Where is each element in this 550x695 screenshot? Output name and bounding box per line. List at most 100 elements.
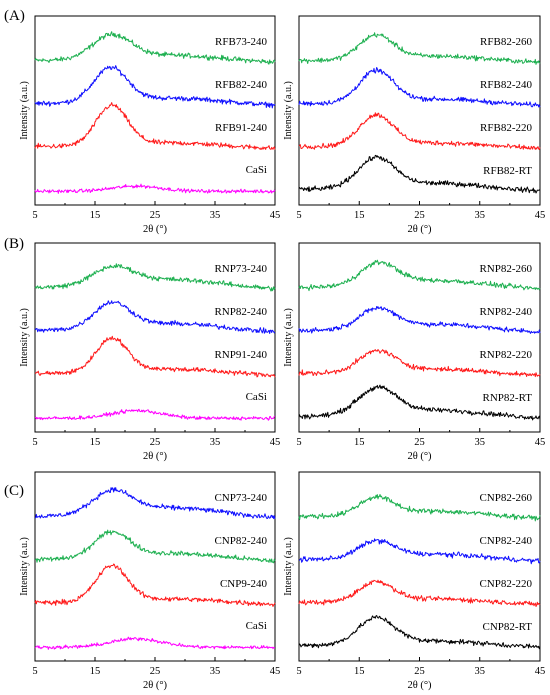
x-axis-title: 2θ (°): [143, 680, 168, 691]
xrd-trace: [34, 263, 276, 292]
series-label: RNP82-240: [214, 306, 267, 318]
xrd-trace: [298, 67, 541, 108]
x-tick-label: 15: [354, 666, 365, 677]
series-label: RNP82-RT: [483, 392, 533, 404]
xrd-trace: [298, 306, 541, 334]
x-tick-label: 35: [210, 437, 221, 448]
x-tick-label: 5: [32, 437, 37, 448]
x-tick-label: 15: [90, 210, 101, 221]
series-label: RFB73-240: [215, 36, 267, 48]
x-tick-label: 5: [32, 666, 37, 677]
xrd-trace: [34, 529, 276, 564]
x-axis-title: 2θ (°): [143, 451, 168, 462]
x-tick-label: 5: [296, 666, 301, 677]
panel-row-label: (A): [4, 8, 25, 24]
series-label: RFB82-240: [480, 79, 532, 91]
x-tick-label: 45: [535, 437, 546, 448]
x-axis-title: 2θ (°): [407, 224, 432, 235]
x-tick-label: 25: [414, 210, 425, 221]
panel-row-label: (B): [4, 236, 24, 252]
x-tick-label: 5: [32, 210, 37, 221]
x-tick-label: 25: [150, 666, 161, 677]
x-tick-label: 45: [535, 210, 546, 221]
series-label: CNP82-220: [479, 578, 532, 590]
series-label: CNP82-260: [479, 492, 532, 504]
x-tick-label: 45: [270, 210, 281, 221]
xrd-trace: [34, 335, 276, 378]
series-label: RFB82-240: [215, 79, 267, 91]
xrd-trace: [34, 300, 276, 334]
x-tick-label: 15: [354, 437, 365, 448]
xrd-trace: [298, 32, 541, 65]
x-tick-label: 35: [475, 666, 486, 677]
x-tick-label: 45: [270, 666, 281, 677]
xrd-trace: [298, 615, 541, 650]
series-label: CNP82-240: [214, 535, 267, 547]
series-label: CNP9-240: [220, 578, 268, 590]
xrd-trace: [298, 349, 541, 378]
series-label: RNP91-240: [214, 349, 267, 361]
x-tick-label: 25: [414, 437, 425, 448]
x-tick-label: 5: [296, 210, 301, 221]
x-tick-label: 35: [210, 666, 221, 677]
series-label: RNP82-220: [479, 349, 532, 361]
xrd-panel-A-left: 5 15 25 35 45 2θ (°) Intensity (a.u.) RFB73-240…: [19, 15, 281, 235]
series-label: CaSi: [246, 391, 267, 403]
series-label: CaSi: [246, 164, 267, 176]
x-tick-label: 35: [210, 210, 221, 221]
panel-row-label: (C): [4, 483, 24, 499]
xrd-trace: [34, 636, 275, 650]
x-tick-label: 15: [90, 437, 101, 448]
series-label: CNP73-240: [214, 492, 267, 504]
x-axis-title: 2θ (°): [407, 680, 432, 691]
series-label: RFB82-220: [480, 122, 532, 134]
y-axis-title: Intensity (a.u.): [283, 81, 294, 140]
xrd-trace: [298, 154, 541, 194]
x-axis-title: 2θ (°): [143, 224, 168, 235]
x-tick-label: 25: [414, 666, 425, 677]
x-tick-label: 5: [296, 437, 301, 448]
series-label: RNP82-260: [479, 263, 532, 275]
x-tick-label: 25: [150, 437, 161, 448]
x-tick-label: 35: [475, 210, 486, 221]
xrd-panel-C-left: 5 15 25 35 45 2θ (°) Intensity (a.u.) CNP73-240…: [19, 471, 281, 691]
x-tick-label: 45: [270, 437, 281, 448]
x-tick-label: 15: [354, 210, 365, 221]
xrd-trace: [298, 259, 541, 292]
y-axis-title: Intensity (a.u.): [283, 537, 294, 596]
xrd-trace: [34, 31, 276, 65]
y-axis-title: Intensity (a.u.): [19, 81, 30, 140]
x-tick-label: 35: [475, 437, 486, 448]
x-tick-label: 45: [535, 666, 546, 677]
series-label: RNP73-240: [214, 263, 267, 275]
xrd-panel-B-right: 5 15 25 35 45 2θ (°) Intensity (a.u.) RNP82-260…: [283, 242, 546, 462]
xrd-panel-B-left: 5 15 25 35 45 2θ (°) Intensity (a.u.) RNP73-240…: [19, 242, 281, 462]
xrd-panel-C-right: 5 15 25 35 45 2θ (°) Intensity (a.u.) CNP82-260…: [283, 471, 546, 691]
x-tick-label: 25: [150, 210, 161, 221]
y-axis-title: Intensity (a.u.): [19, 308, 30, 367]
series-label: CNP82-240: [479, 535, 532, 547]
xrd-trace: [298, 384, 541, 421]
series-label: RFB82-RT: [483, 165, 532, 177]
y-axis-title: Intensity (a.u.): [19, 537, 30, 596]
series-label: CaSi: [246, 620, 267, 632]
xrd-trace: [34, 408, 276, 421]
xrd-trace: [298, 112, 541, 150]
xrd-trace: [34, 563, 276, 607]
series-label: RNP82-240: [479, 306, 532, 318]
xrd-trace: [34, 183, 276, 194]
xrd-trace: [298, 538, 541, 565]
xrd-trace: [34, 487, 276, 520]
y-axis-title: Intensity (a.u.): [283, 308, 294, 367]
x-tick-label: 15: [90, 666, 101, 677]
series-label: RFB82-260: [480, 36, 532, 48]
x-axis-title: 2θ (°): [407, 451, 432, 462]
xrd-panel-A-right: 5 15 25 35 45 2θ (°) Intensity (a.u.) RFB82-260…: [283, 15, 546, 235]
series-label: CNP82-RT: [483, 621, 533, 633]
xrd-trace: [298, 494, 541, 522]
xrd-trace: [34, 102, 276, 150]
series-label: RFB91-240: [215, 122, 267, 134]
xrd-trace: [34, 65, 276, 109]
xrd-trace: [298, 579, 541, 607]
